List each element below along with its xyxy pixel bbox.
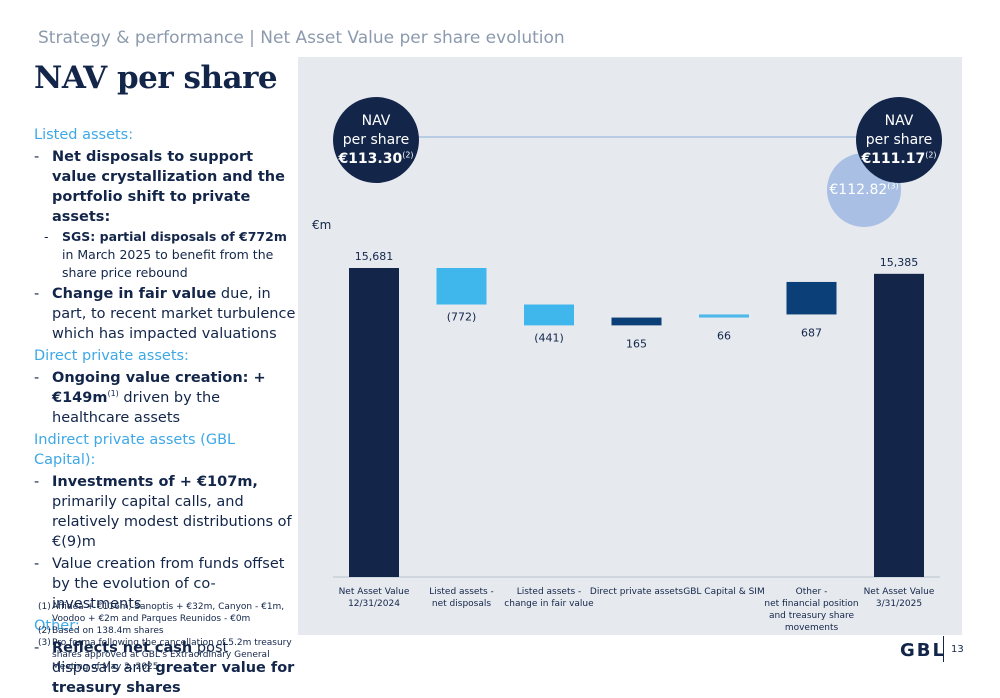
footnote-1-text: Affidea + €116m, Sanoptis + €32m, Canyon… <box>52 602 285 624</box>
heading-direct-private: Direct private assets: <box>34 348 189 364</box>
bullet-value-creation-bold: Ongoing value creation: + €149m <box>52 370 266 406</box>
gbl-logo: GBL <box>900 640 946 661</box>
start-nav-label2: per share <box>342 131 410 148</box>
category-label-6-0: Net Asset Value <box>864 587 935 597</box>
bar-2 <box>524 304 574 326</box>
category-label-1-0: Listed assets - <box>429 587 494 597</box>
footnote-2-num: (2) <box>38 626 51 636</box>
footer-separator <box>943 636 944 662</box>
data-label-5: 687 <box>801 326 822 339</box>
footnote-1-num: (1) <box>38 602 51 612</box>
end-nav-label2: per share <box>865 131 933 148</box>
category-label-5-3: movements <box>785 623 839 633</box>
footnotes: (1) Affidea + €116m, Sanoptis + €32m, Can… <box>38 601 308 673</box>
bullet-fair-value: Change in fair value due, in part, to re… <box>34 284 296 344</box>
section-subtitle: Strategy & performance | Net Asset Value… <box>38 28 565 48</box>
category-label-0-0: Net Asset Value <box>339 587 410 597</box>
bar-3 <box>611 317 662 326</box>
footnote-3-text: Pro forma following the cancellation of … <box>52 638 292 672</box>
bar-4 <box>699 314 749 318</box>
heading-listed-assets: Listed assets: <box>34 127 134 143</box>
data-label-0: 15,681 <box>355 250 394 263</box>
bullet-net-cash-text: post disposals and <box>52 640 229 676</box>
category-label-1-1: net disposals <box>432 599 491 609</box>
bullet-fair-value-bold: Change in fair value <box>52 286 217 302</box>
category-label-0-1: 12/31/2024 <box>348 599 400 609</box>
subbullet-sgs: SGS: partial disposals of €772m in March… <box>34 228 296 282</box>
data-label-2: (441) <box>534 331 564 344</box>
footnote-1: (1) Affidea + €116m, Sanoptis + €32m, Can… <box>38 601 308 625</box>
footnote-3-num: (3) <box>38 638 51 648</box>
heading-indirect-private: Indirect private assets (GBL Capital): <box>34 432 236 468</box>
proforma-nav-value: €112.82(3) <box>829 181 899 198</box>
bullet-net-disposals-bold: Net disposals to support value crystalli… <box>52 149 285 225</box>
page-title: NAV per share <box>34 60 278 96</box>
category-label-5-2: and treasury share <box>769 611 855 621</box>
bullet-investments: Investments of + €107m, primarily capita… <box>34 472 296 552</box>
bullet-funds: Value creation from funds offset by the … <box>34 554 296 614</box>
category-label-5-0: Other - <box>796 587 828 597</box>
category-label-4-0: GBL Capital & SIM <box>683 587 764 597</box>
bullet-value-creation: Ongoing value creation: + €149m(1) drive… <box>34 368 296 428</box>
bullet-funds-text: Value creation from funds offset by the … <box>52 556 285 612</box>
subbullet-sgs-text: in March 2025 to benefit from the share … <box>62 247 274 280</box>
subbullet-sgs-bold: SGS: partial disposals of €772m <box>62 229 287 244</box>
bar-1 <box>436 268 487 305</box>
category-label-3-0: Direct private assets <box>590 587 683 597</box>
start-nav-bubble: NAV per share €113.30(2) <box>333 97 419 183</box>
start-nav-value: €113.30(2) <box>338 149 414 167</box>
unit-label: €m <box>312 218 332 232</box>
bullet-investments-bold: Investments of + €107m, <box>52 474 258 490</box>
footnote-2-text: Based on 138.4m shares <box>52 626 164 636</box>
end-nav-value: €111.17(2) <box>861 149 937 167</box>
category-label-6-1: 3/31/2025 <box>876 599 922 609</box>
bullet-value-creation-text: driven by the healthcare assets <box>52 390 221 426</box>
data-label-4: 66 <box>717 330 731 343</box>
bullet-fair-value-text: due, in part, to recent market turbulenc… <box>52 286 296 342</box>
bar-6 <box>874 273 924 577</box>
footnote-2: (2) Based on 138.4m shares <box>38 625 308 637</box>
end-nav-label1: NAV <box>884 112 914 129</box>
page-number: 13 <box>951 644 964 655</box>
end-nav-bubble: NAV per share €111.17(2) <box>856 97 942 183</box>
data-label-3: 165 <box>626 337 647 350</box>
bar-5 <box>786 281 837 315</box>
category-label-2-0: Listed assets - <box>517 587 582 597</box>
data-label-6: 15,385 <box>880 256 919 269</box>
category-label-2-1: change in fair value <box>504 599 594 609</box>
bullet-investments-text: primarily capital calls, and relatively … <box>52 494 292 550</box>
bullet-net-disposals: Net disposals to support value crystalli… <box>34 147 296 227</box>
heading-other: Other: <box>34 618 80 634</box>
bar-0 <box>349 268 399 577</box>
bullet-net-cash-bold: Reflects net cash <box>52 640 193 656</box>
footnote-ref-1: (1) <box>107 389 119 399</box>
start-nav-label1: NAV <box>361 112 391 129</box>
data-label-1: (772) <box>447 311 477 324</box>
footnote-3: (3) Pro forma following the cancellation … <box>38 637 308 673</box>
category-label-5-1: net financial position <box>764 599 858 609</box>
